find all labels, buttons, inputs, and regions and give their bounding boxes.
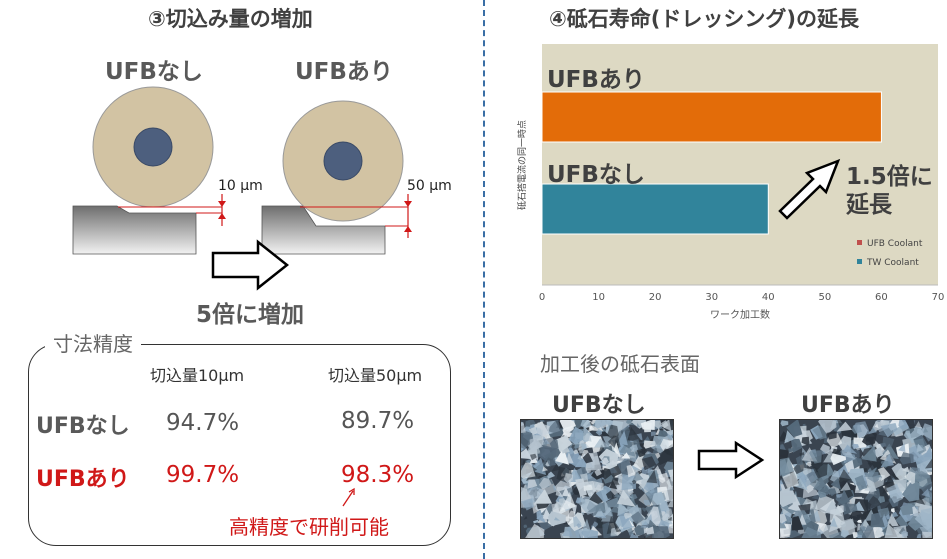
table-value-without-50um: 89.7%: [341, 408, 415, 434]
depth-label-50um: 50 μm: [407, 178, 452, 194]
table-header-50um: 切込量50μm: [328, 366, 423, 385]
accuracy-table-title: 寸法精度: [45, 328, 141, 357]
wheel-life-chart: 0 10 20 30 40 50 60 70 ワーク加工数 砥石搭電流の同一時点 UFB Co…: [516, 44, 945, 321]
accuracy-note: 高精度で研削可能: [229, 515, 389, 539]
section-title-wheel-life: ④砥石寿命(ドレッシング)の延長: [549, 7, 859, 31]
bar-1: [541, 183, 769, 235]
table-row-label-without: UFBなし: [36, 414, 130, 439]
wheel-surface-photo-with: [779, 419, 933, 539]
bar-0: [541, 91, 882, 143]
workpiece-left: [72, 205, 197, 255]
depth-label-10um: 10 μm: [218, 178, 263, 194]
table-value-without-10um: 94.7%: [166, 410, 240, 436]
grinding-diagram: [72, 86, 412, 291]
wheel-hub-right: [323, 141, 363, 181]
section-divider: [483, 0, 485, 559]
x-axis-label: ワーク加工数: [710, 308, 770, 321]
table-value-with-10um: 99.7%: [166, 462, 240, 488]
legend-label-tw: TW Coolant: [866, 258, 919, 268]
section-title-cut-depth: ③切込み量の増加: [148, 7, 313, 31]
x-tick-label: 30: [705, 292, 718, 303]
x-tick-label: 0: [539, 292, 545, 303]
legend-swatch-ufb: [857, 240, 862, 245]
label-with-ufb: UFBあり: [295, 59, 393, 85]
accuracy-table-box: [28, 344, 451, 546]
legend-label-ufb: UFB Coolant: [867, 239, 923, 249]
x-tick-label: 50: [818, 292, 831, 303]
wheel-hub-left: [133, 127, 173, 167]
x-tick-label: 10: [592, 292, 605, 303]
table-header-10um: 切込量10μm: [150, 366, 245, 385]
wheel-surface-photo-without: [520, 419, 674, 539]
annotation-line1: 1.5倍に: [846, 164, 933, 190]
x-tick-label: 20: [649, 292, 662, 303]
x-tick-label: 60: [875, 292, 888, 303]
photo-label-without: UFBなし: [552, 393, 646, 418]
bar-label-with-ufb: UFBあり: [547, 67, 645, 93]
photo-section-title: 加工後の砥石表面: [540, 352, 700, 376]
legend-swatch-tw: [857, 259, 862, 264]
table-row-label-with: UFBあり: [36, 467, 130, 492]
extension-arrow-icon: [778, 158, 841, 220]
plot-area: [542, 44, 938, 285]
table-value-with-50um: 98.3%: [341, 462, 415, 488]
increase-arrow-icon: [211, 239, 290, 291]
y-axis-label: 砥石搭電流の同一時点: [516, 120, 528, 210]
bar-label-without-ufb: UFBなし: [547, 162, 645, 188]
photo-label-with: UFBあり: [801, 393, 895, 418]
note-pointer-icon: [342, 487, 355, 507]
x-tick-label: 40: [762, 292, 775, 303]
comparison-arrow-icon: [697, 440, 765, 480]
increase-label: 5倍に増加: [196, 302, 305, 328]
label-without-ufb: UFBなし: [105, 59, 203, 85]
x-tick-label: 70: [932, 292, 945, 303]
annotation-line2: 延長: [846, 192, 892, 218]
